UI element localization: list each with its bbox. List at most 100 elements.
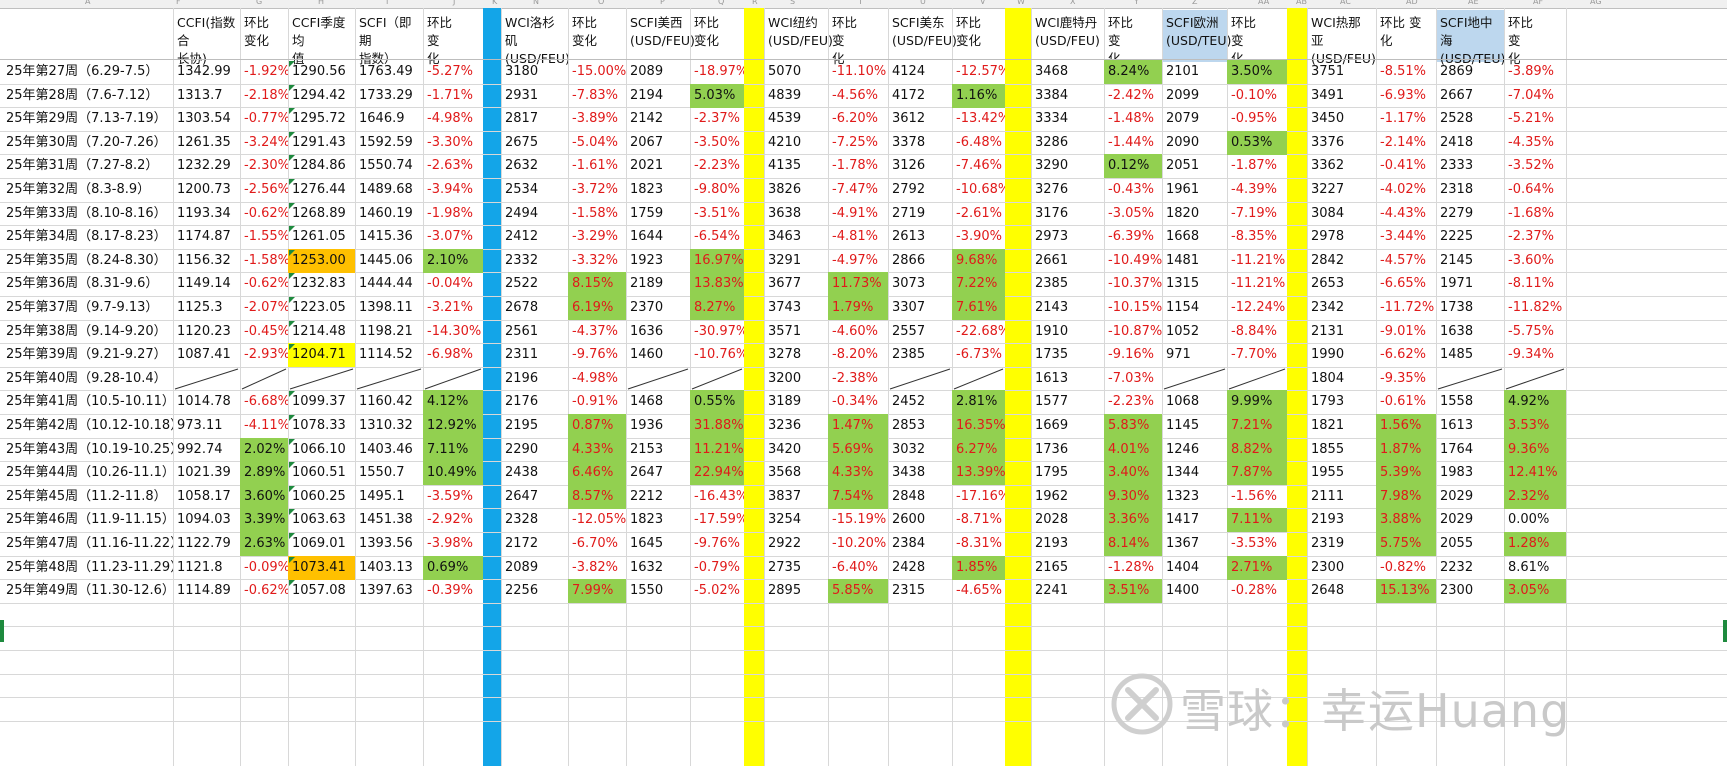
data-cell[interactable]: 1290.56: [292, 64, 346, 79]
data-cell[interactable]: 3176: [1035, 206, 1069, 221]
data-cell[interactable]: 3420: [768, 442, 802, 457]
data-cell[interactable]: 2165: [1035, 560, 1069, 575]
column-header[interactable]: 环比 变 化: [1508, 15, 1534, 66]
data-cell[interactable]: 7.61%: [952, 296, 1005, 320]
data-cell[interactable]: -1.17%: [1380, 111, 1426, 126]
data-cell[interactable]: 3.88%: [1376, 508, 1436, 532]
data-cell[interactable]: 1632: [630, 560, 664, 575]
data-cell[interactable]: 3032: [892, 442, 926, 457]
column-header[interactable]: CCFI季度均 值: [292, 15, 346, 66]
column-letter[interactable]: N: [533, 0, 539, 6]
data-cell[interactable]: -4.98%: [572, 371, 618, 386]
data-cell[interactable]: 3.60%: [240, 485, 288, 509]
column-header[interactable]: 环比 变 化: [1231, 15, 1257, 66]
data-cell[interactable]: 31.88%: [690, 414, 744, 438]
data-cell[interactable]: -0.39%: [427, 583, 473, 598]
data-cell[interactable]: 1.85%: [952, 556, 1005, 580]
column-letter[interactable]: AF: [1533, 0, 1544, 6]
data-cell[interactable]: 2675: [505, 135, 539, 150]
data-cell[interactable]: 5.03%: [690, 84, 744, 108]
data-cell[interactable]: 4.12%: [423, 390, 483, 414]
data-cell[interactable]: 3463: [768, 229, 802, 244]
data-cell[interactable]: 3307: [892, 300, 926, 315]
data-cell[interactable]: 1397.63: [359, 583, 413, 598]
data-cell[interactable]: -9.76%: [694, 536, 740, 551]
data-cell[interactable]: 2318: [1440, 182, 1474, 197]
data-cell[interactable]: 16.97%: [690, 249, 744, 273]
data-cell[interactable]: 5070: [768, 64, 802, 79]
data-cell[interactable]: -2.18%: [244, 88, 288, 103]
data-cell[interactable]: 3.05%: [1504, 579, 1566, 603]
row-label[interactable]: 25年第43周（10.19-10.25）: [6, 442, 173, 457]
data-cell[interactable]: -2.61%: [956, 206, 1002, 221]
data-cell[interactable]: 2.32%: [1504, 485, 1566, 509]
data-cell[interactable]: -1.98%: [427, 206, 473, 221]
data-cell[interactable]: 3200: [768, 371, 802, 386]
data-cell[interactable]: -4.60%: [832, 324, 878, 339]
data-cell[interactable]: -4.81%: [832, 229, 878, 244]
data-cell[interactable]: -7.46%: [956, 158, 1002, 173]
data-cell[interactable]: 2332: [505, 253, 539, 268]
data-cell[interactable]: 6.46%: [568, 461, 626, 485]
data-cell[interactable]: 1315: [1166, 276, 1200, 291]
data-cell[interactable]: 1489.68: [359, 182, 413, 197]
data-cell[interactable]: 1057.08: [292, 583, 346, 598]
data-cell[interactable]: 12.92%: [423, 414, 483, 438]
data-cell[interactable]: 1078.33: [292, 418, 346, 433]
data-cell[interactable]: 3334: [1035, 111, 1069, 126]
data-cell[interactable]: 2653: [1311, 276, 1345, 291]
data-cell[interactable]: 1550.74: [359, 158, 413, 173]
data-cell[interactable]: 1223.05: [292, 300, 346, 315]
data-cell[interactable]: -4.56%: [832, 88, 878, 103]
data-cell[interactable]: 3189: [768, 394, 802, 409]
column-header[interactable]: 环比 变 化: [1108, 15, 1134, 66]
data-cell[interactable]: 4124: [892, 64, 926, 79]
data-cell[interactable]: 1460: [630, 347, 664, 362]
data-cell[interactable]: -0.41%: [1380, 158, 1426, 173]
data-cell[interactable]: 3362: [1311, 158, 1345, 173]
data-cell[interactable]: 2922: [768, 536, 802, 551]
data-cell[interactable]: 3.40%: [1104, 461, 1162, 485]
data-cell[interactable]: 1558: [1440, 394, 1474, 409]
data-cell[interactable]: 1295.72: [292, 111, 346, 126]
data-cell[interactable]: 1.16%: [952, 84, 1005, 108]
data-cell[interactable]: -7.19%: [1231, 206, 1277, 221]
data-cell[interactable]: 1174.87: [177, 229, 231, 244]
data-cell[interactable]: -3.44%: [1380, 229, 1426, 244]
data-cell[interactable]: 7.99%: [568, 579, 626, 603]
data-cell[interactable]: -0.64%: [1508, 182, 1554, 197]
data-cell[interactable]: -3.50%: [694, 135, 740, 150]
data-cell[interactable]: -6.68%: [244, 394, 288, 409]
data-cell[interactable]: 0.53%: [1227, 131, 1287, 155]
data-cell[interactable]: -5.21%: [1508, 111, 1554, 126]
data-cell[interactable]: 3.50%: [1227, 60, 1287, 84]
data-cell[interactable]: 1485: [1440, 347, 1474, 362]
data-cell[interactable]: 4.92%: [1504, 390, 1566, 414]
data-cell[interactable]: -3.98%: [427, 536, 473, 551]
data-cell[interactable]: -7.03%: [1108, 371, 1154, 386]
data-cell[interactable]: -1.28%: [1108, 560, 1154, 575]
row-label[interactable]: 25年第40周（9.28-10.4）: [6, 371, 167, 386]
data-cell[interactable]: -0.10%: [1231, 88, 1277, 103]
data-cell[interactable]: 2678: [505, 300, 539, 315]
data-cell[interactable]: -3.30%: [427, 135, 473, 150]
data-cell[interactable]: -17.16%: [956, 489, 1005, 504]
data-cell[interactable]: 4.33%: [568, 438, 626, 462]
data-cell[interactable]: -10.37%: [1108, 276, 1162, 291]
data-cell[interactable]: -0.28%: [1231, 583, 1277, 598]
data-cell[interactable]: 7.21%: [1227, 414, 1287, 438]
data-cell[interactable]: 1094.03: [177, 512, 231, 527]
data-cell[interactable]: -8.71%: [956, 512, 1002, 527]
data-cell[interactable]: 2111: [1311, 489, 1345, 504]
data-cell[interactable]: 2931: [505, 88, 539, 103]
data-cell[interactable]: 7.22%: [952, 272, 1005, 296]
data-cell[interactable]: 3751: [1311, 64, 1345, 79]
data-cell[interactable]: -10.15%: [1108, 300, 1162, 315]
data-cell[interactable]: 11.21%: [690, 438, 744, 462]
column-header[interactable]: 环比 变 化: [832, 15, 858, 66]
data-cell[interactable]: 1923: [630, 253, 664, 268]
column-letter[interactable]: AD: [1406, 0, 1418, 6]
column-letter[interactable]: Z: [1192, 0, 1198, 6]
data-cell[interactable]: 1310.32: [359, 418, 413, 433]
data-cell[interactable]: 3290: [1035, 158, 1069, 173]
